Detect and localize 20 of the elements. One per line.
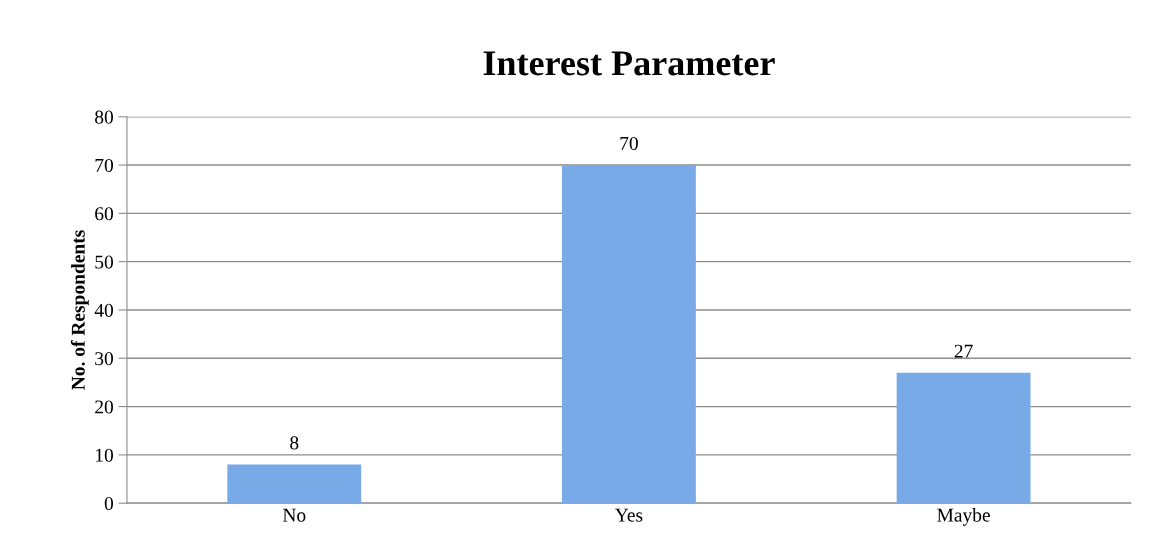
bar — [896, 372, 1031, 504]
chart-title: Interest Parameter — [483, 51, 775, 76]
y-tick-label: 20 — [95, 400, 113, 414]
y-tick-label: 0 — [104, 497, 113, 511]
y-tick-label: 50 — [95, 255, 113, 269]
y-tick-label: 60 — [95, 207, 113, 221]
bar — [562, 165, 696, 504]
data-label: 8 — [290, 436, 299, 450]
y-tick-label: 10 — [96, 448, 113, 462]
bar — [227, 464, 362, 504]
y-axis-title: No. of Respondents — [70, 230, 89, 390]
y-tick-label: 40 — [94, 303, 113, 317]
x-tick-label: Maybe — [937, 508, 990, 526]
x-tick-label: No — [282, 508, 306, 522]
data-label: 70 — [620, 136, 638, 150]
y-tick-label: 80 — [95, 110, 113, 124]
x-tick-label: Yes — [615, 508, 643, 522]
y-tick-label: 70 — [95, 158, 113, 172]
data-label: 27 — [954, 344, 973, 358]
y-tick-label: 30 — [95, 352, 113, 366]
